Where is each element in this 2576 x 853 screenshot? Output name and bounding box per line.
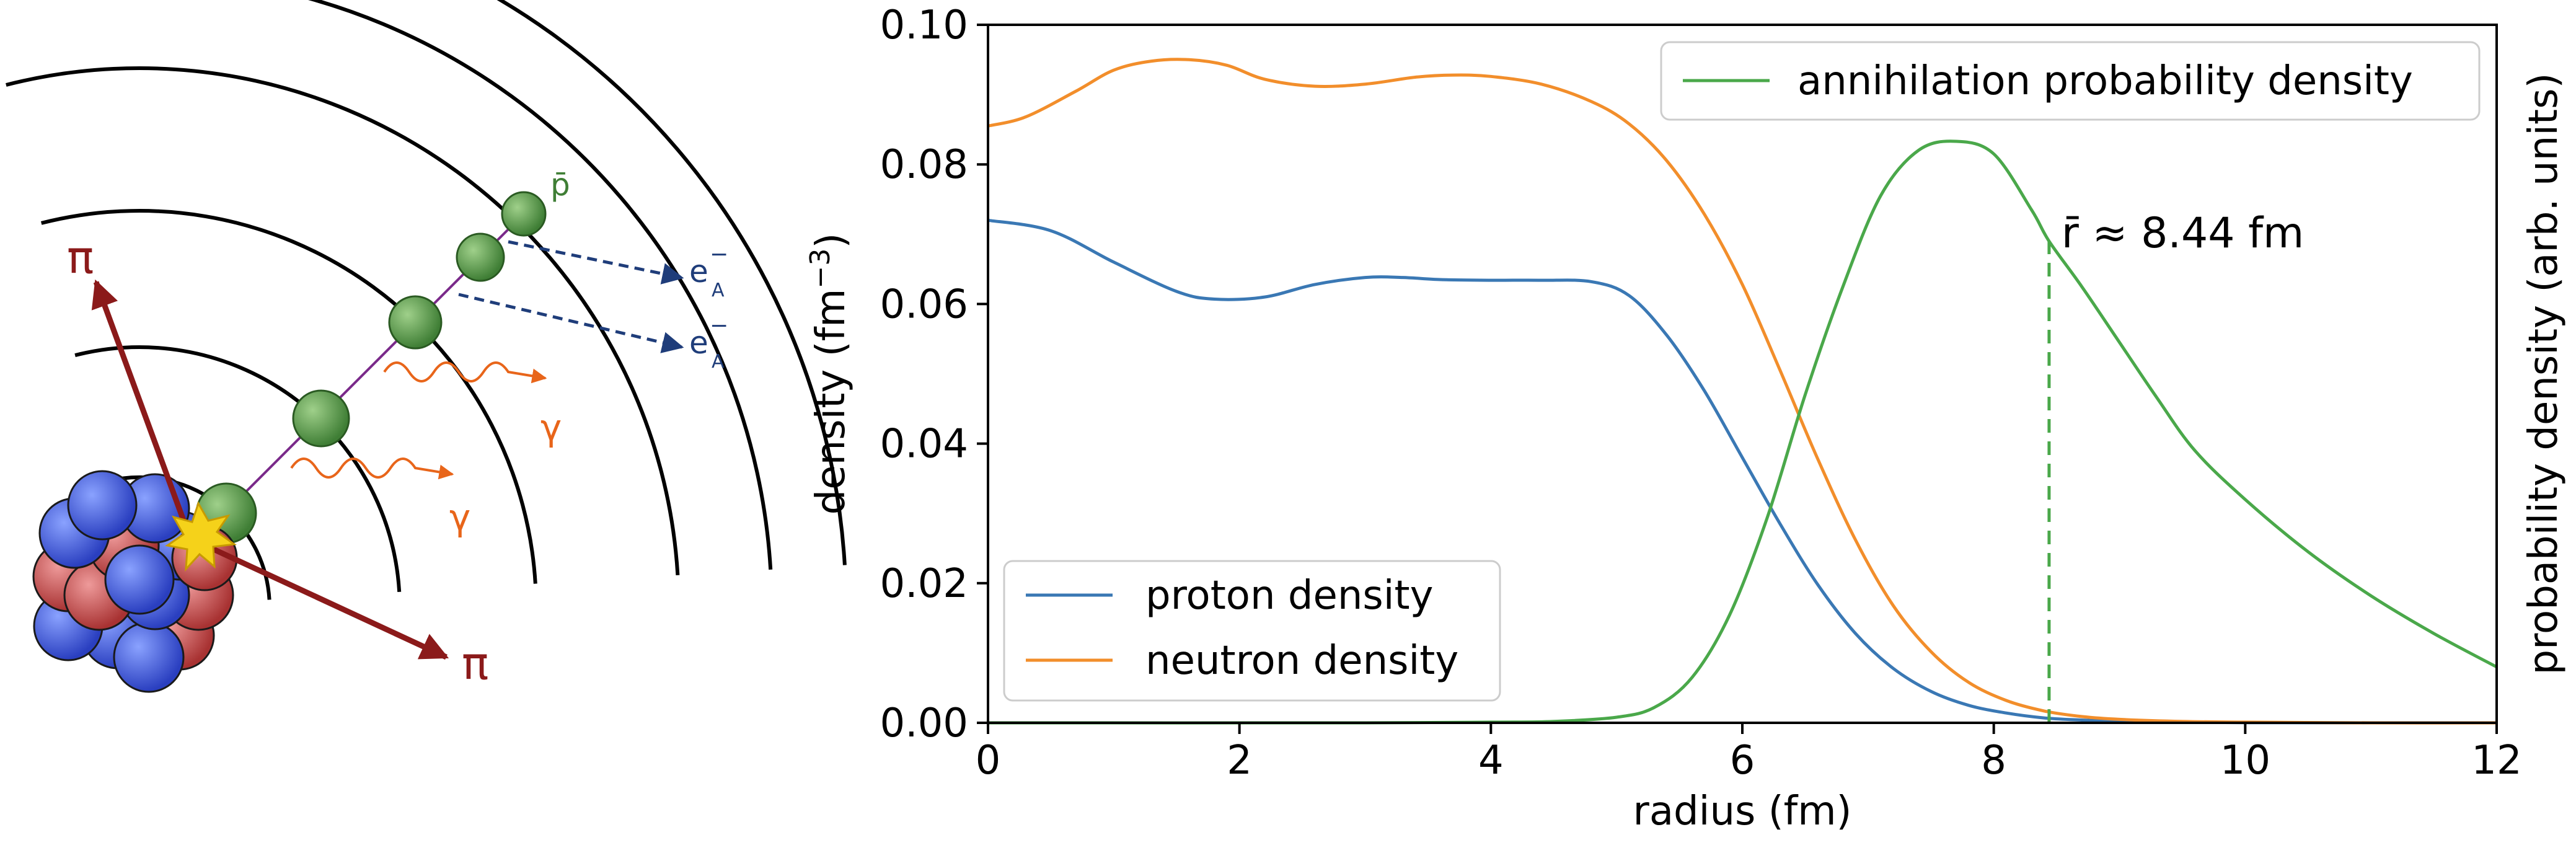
antiproton-label: p̄: [550, 167, 570, 203]
svg-text:−: −: [710, 313, 728, 338]
y-axis-ticks: 0.00 0.02 0.04 0.06 0.08 0.10: [880, 2, 988, 746]
y-tick-label: 0.02: [880, 561, 969, 607]
gamma-label-1: γ: [540, 407, 562, 449]
y-tick-label: 0.00: [880, 701, 969, 746]
legend-box: [1660, 41, 2481, 121]
svg-text:−: −: [710, 242, 728, 267]
gamma-wave-2: [290, 457, 454, 480]
auger-arrow-1: [508, 240, 684, 285]
x-tick-label: 0: [976, 738, 1001, 784]
x-tick-label: 10: [2220, 738, 2270, 784]
annihilation-flash-icon: [165, 501, 237, 572]
electron-label-1: e − A: [689, 242, 728, 301]
svg-text:e: e: [689, 325, 708, 361]
legend-label-neutron: neutron density: [1145, 638, 1458, 684]
auger-arrow-2: [458, 293, 684, 353]
y-axis-label: density (fm−3): [805, 233, 854, 515]
y-tick-label: 0.08: [880, 142, 969, 188]
y-tick-label: 0.10: [880, 2, 969, 48]
auger-electron-arrows: [458, 240, 684, 353]
electron-label-2: e − A: [689, 313, 728, 373]
x-axis-label: radius (fm): [1633, 789, 1852, 834]
x-tick-label: 12: [2471, 738, 2521, 784]
series-line-neutron-density: [987, 58, 2497, 725]
y-tick-label: 0.04: [880, 422, 969, 467]
antiprotonic-atom-diagram: e − A e − A γ γ p̄: [6, 0, 847, 693]
series-line-annihilation-probability-density: [987, 139, 2498, 725]
x-tick-label: 4: [1478, 738, 1504, 784]
x-tick-label: 2: [1227, 738, 1252, 784]
legend-box: [1003, 560, 1501, 702]
x-axis-ticks: 0 2 4 6 8 10 12: [976, 723, 2522, 784]
gamma-wave-1: [383, 361, 547, 384]
shell-arc: [40, 209, 537, 584]
legend-label-annihilation: annihilation probability density: [1797, 58, 2413, 104]
legend-upper-right: annihilation probability density: [1660, 41, 2481, 121]
mean-radius-annotation: r̄ ≈ 8.44 fm: [2062, 209, 2304, 258]
svg-text:e: e: [689, 254, 708, 289]
pion-arrow-down: [191, 536, 449, 660]
density-chart: 0 2 4 6 8 10 12 0.00 0.02 0.04 0.06 0.08 0.10 radiu…: [805, 2, 2567, 834]
pion-label-down: π: [462, 637, 488, 689]
series-group: [987, 58, 2498, 725]
atomic-shells: [6, 0, 847, 600]
shell-arc: [307, 0, 773, 570]
antiproton-circle: [388, 295, 443, 350]
gamma-label-2: γ: [449, 497, 470, 539]
antiproton-circle: [292, 389, 350, 448]
y-tick-label: 0.06: [880, 281, 969, 327]
antiproton-circle: [456, 232, 505, 282]
svg-text:A: A: [712, 280, 725, 301]
legend-lower-left: proton density neutron density: [1003, 560, 1501, 702]
shell-arc: [6, 66, 680, 575]
pion-label-up: π: [67, 231, 94, 283]
pion-arrow-up: [91, 279, 189, 528]
legend-label-proton: proton density: [1145, 573, 1434, 619]
shell-arc: [74, 345, 402, 592]
shell-arc: [496, 0, 847, 565]
series-line-proton-density: [987, 218, 2497, 725]
svg-text:A: A: [712, 351, 725, 373]
x-tick-label: 8: [1981, 738, 2006, 784]
x-tick-label: 6: [1730, 738, 1755, 784]
y2-axis-label: probability density (arb. units): [2521, 73, 2567, 675]
antiproton-circle: [501, 191, 547, 237]
